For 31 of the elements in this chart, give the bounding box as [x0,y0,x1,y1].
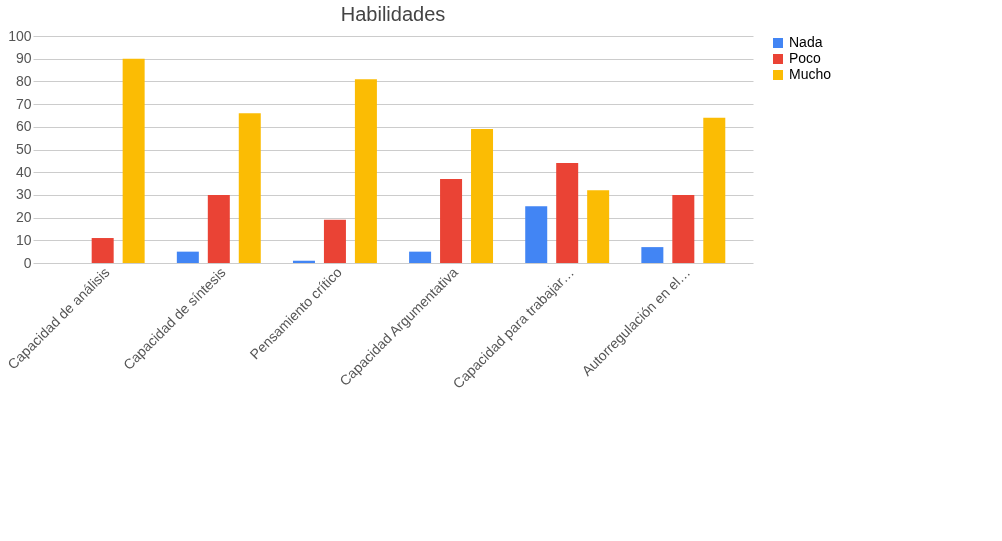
bar [354,79,377,263]
bar [587,190,610,263]
legend-label: Nada [789,34,823,50]
bar [556,163,579,263]
y-tick-label: 20 [15,209,32,226]
y-tick-label: 0 [23,254,32,271]
bar [641,247,664,263]
y-tick-label: 30 [15,186,32,203]
bar [238,113,261,263]
legend-label: Poco [789,50,822,66]
bar [323,219,346,263]
y-tick-label: 100 [8,27,32,44]
bar [703,117,726,263]
bar [91,238,114,263]
y-tick-label: 10 [15,231,32,248]
legend-label: Mucho [789,66,832,82]
bar [207,194,230,263]
y-tick-label: 60 [15,118,32,135]
y-tick-label: 40 [15,163,32,180]
y-tick-label: 80 [15,72,32,89]
bar [672,194,695,263]
bar [176,251,199,263]
y-tick-label: 70 [15,95,32,112]
bar [525,206,548,263]
y-tick-label: 50 [15,141,32,157]
bar [440,179,463,263]
bar [409,251,432,263]
chart-title: Habilidades [340,3,446,25]
bar [122,58,145,263]
y-tick-label: 90 [15,50,32,67]
bar [471,129,494,263]
